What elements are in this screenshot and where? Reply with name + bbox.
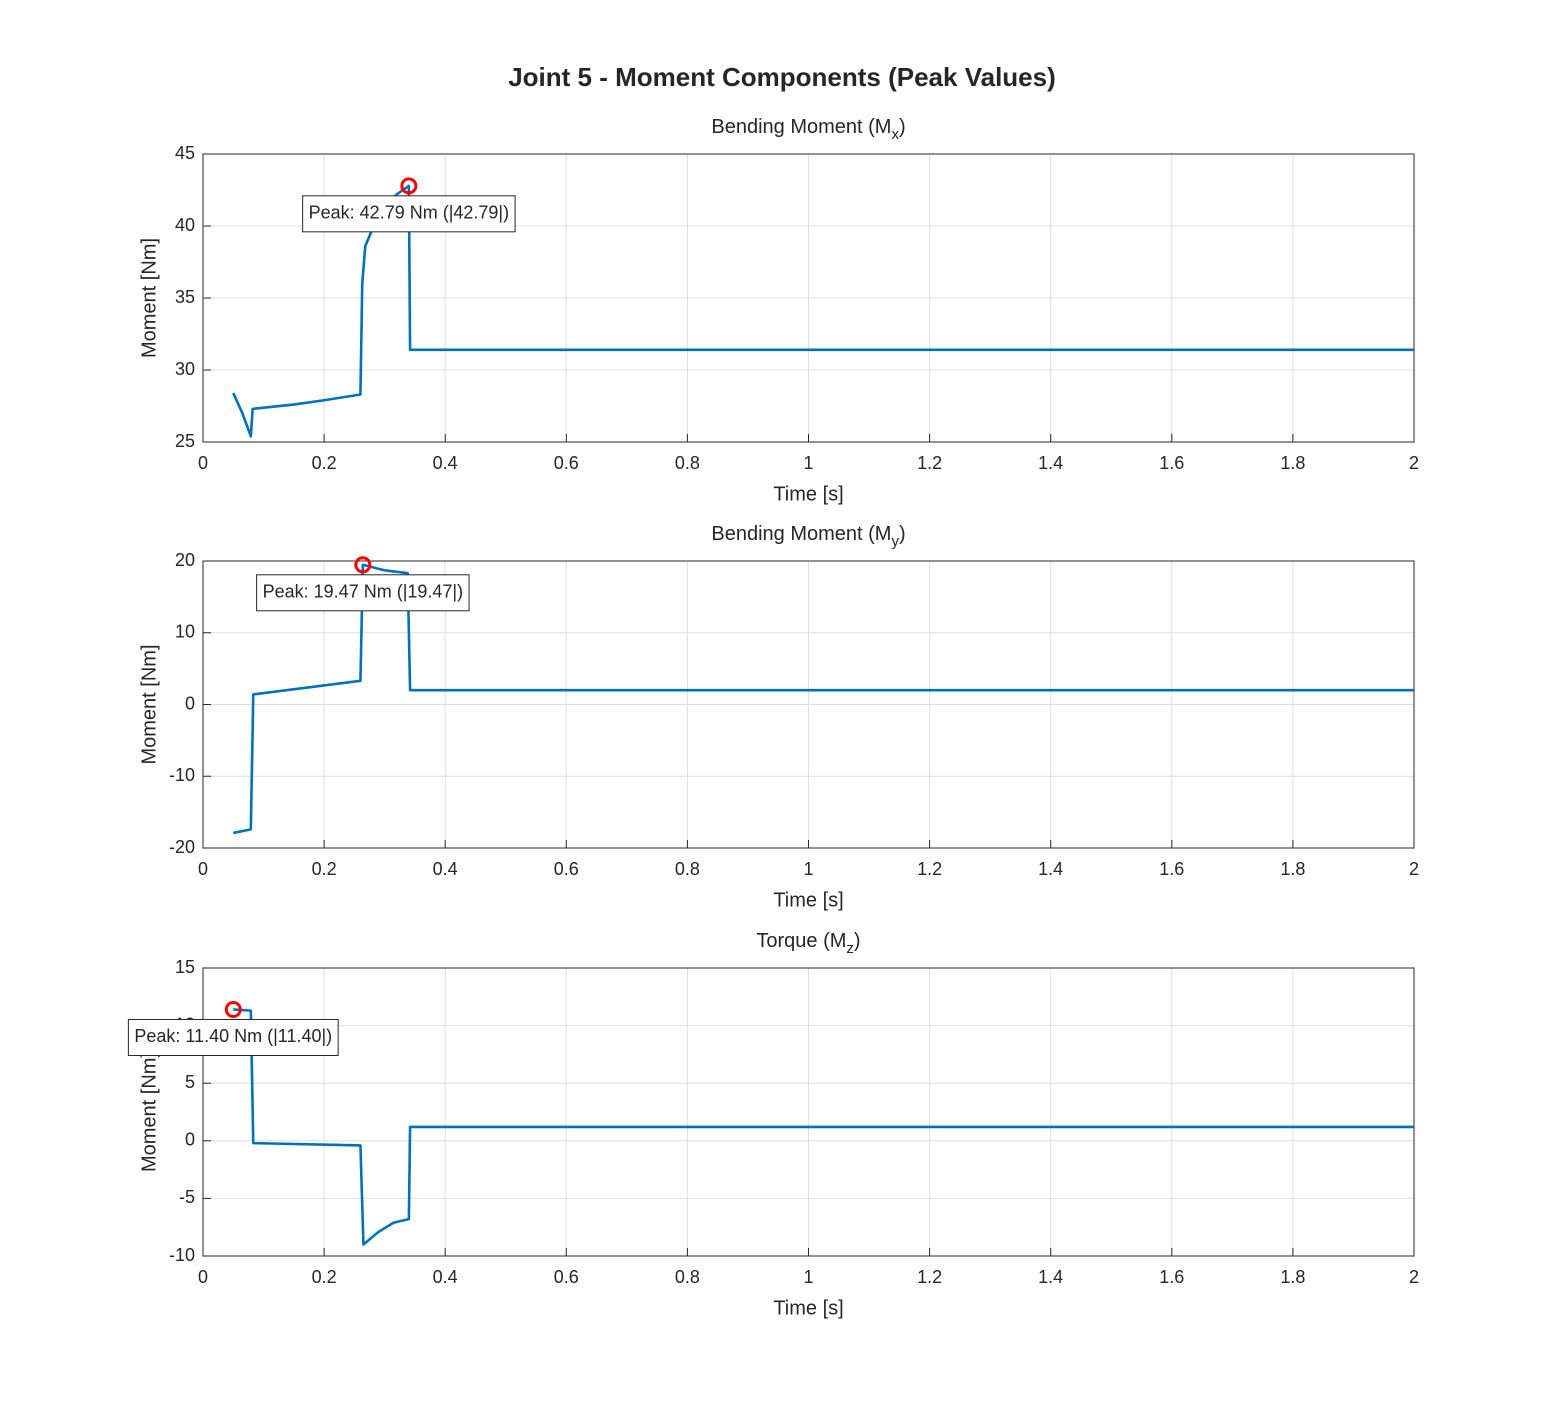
axes-box: [202, 967, 1415, 1257]
x-axis-label: Time [s]: [773, 1297, 843, 1319]
x-tick-label: 1.8: [1280, 859, 1305, 879]
peak-marker: [224, 1000, 242, 1018]
x-tick-label: 0.2: [312, 453, 337, 473]
y-tick-label: 0: [185, 1130, 195, 1150]
y-tick-label: 25: [175, 431, 195, 451]
subplot-title-part: ): [899, 523, 906, 545]
x-tick-label: 0.6: [554, 1267, 579, 1287]
figure-title: Joint 5 - Moment Components (Peak Values…: [508, 62, 1056, 92]
peak-marker: [354, 556, 372, 574]
y-tick-label: 20: [175, 550, 195, 570]
subplot-title: Torque (Mz): [756, 930, 860, 957]
subplot-title-part: Bending Moment (M: [711, 116, 891, 138]
y-axis-label: Moment [Nm]: [138, 1052, 160, 1172]
subplot-title-part: ): [854, 930, 861, 952]
y-axis-label: Moment [Nm]: [138, 238, 160, 358]
x-tick-label: 0.6: [554, 859, 579, 879]
x-tick-label: 1.4: [1038, 453, 1063, 473]
x-tick-label: 1: [803, 1267, 813, 1287]
y-tick-label: -10: [169, 1245, 195, 1265]
x-axis-label: Time [s]: [773, 483, 843, 505]
x-tick-label: 1.6: [1159, 453, 1184, 473]
x-tick-label: 1: [803, 453, 813, 473]
x-tick-label: 0.2: [312, 859, 337, 879]
y-tick-label: -20: [169, 837, 195, 857]
y-tick-label: 40: [175, 215, 195, 235]
peak-annotation: Peak: 11.40 Nm (|11.40|): [134, 1026, 332, 1046]
subplot-title: Bending Moment (My): [711, 523, 905, 550]
peak-annotation-box: [127, 1018, 339, 1056]
peak-annotation-box: [256, 574, 470, 612]
y-tick-label: 5: [185, 1072, 195, 1092]
axes-box: [202, 153, 1415, 443]
x-tick-label: 1: [803, 859, 813, 879]
x-tick-label: 1.4: [1038, 1267, 1063, 1287]
data-line: [233, 1008, 1414, 1246]
x-tick-label: 0.8: [675, 859, 700, 879]
x-tick-label: 0: [198, 1267, 208, 1287]
x-tick-label: 0: [198, 453, 208, 473]
x-axis-label: Time [s]: [773, 889, 843, 911]
subplot-title-part: x: [891, 126, 899, 143]
peak-annotation-box: [302, 195, 516, 233]
x-tick-label: 1.6: [1159, 1267, 1184, 1287]
x-tick-label: 2: [1409, 859, 1419, 879]
subplot-title: Bending Moment (Mx): [711, 116, 905, 143]
x-tick-label: 0.4: [433, 1267, 458, 1287]
y-tick-label: 0: [185, 693, 195, 713]
peak-annotation: Peak: 42.79 Nm (|42.79|): [309, 203, 509, 223]
x-tick-label: 0.4: [433, 859, 458, 879]
y-tick-label: 15: [175, 957, 195, 977]
x-tick-label: 1.2: [917, 859, 942, 879]
y-tick-label: 45: [175, 143, 195, 163]
x-tick-label: 1.4: [1038, 859, 1063, 879]
y-tick-label: 10: [175, 622, 195, 642]
x-tick-label: 0.6: [554, 453, 579, 473]
y-tick-label: 35: [175, 287, 195, 307]
subplot-title-part: y: [891, 533, 899, 550]
subplot-title-part: Bending Moment (M: [711, 523, 891, 545]
subplot-title-part: z: [846, 940, 854, 957]
x-tick-label: 0: [198, 859, 208, 879]
data-line: [232, 184, 1414, 438]
axes-box: [202, 560, 1415, 849]
x-tick-label: 1.8: [1280, 1267, 1305, 1287]
y-tick-label: -10: [169, 765, 195, 785]
x-tick-label: 0.8: [675, 453, 700, 473]
y-tick-label: -5: [179, 1187, 195, 1207]
x-tick-label: 1.2: [917, 453, 942, 473]
subplot-title-part: Torque (M: [756, 930, 846, 952]
x-tick-label: 2: [1409, 453, 1419, 473]
x-tick-label: 1.8: [1280, 453, 1305, 473]
x-tick-label: 0.8: [675, 1267, 700, 1287]
peak-annotation: Peak: 19.47 Nm (|19.47|): [263, 582, 463, 602]
x-tick-label: 1.6: [1159, 859, 1184, 879]
data-line: [233, 563, 1414, 835]
peak-marker: [400, 177, 418, 195]
x-tick-label: 1.2: [917, 1267, 942, 1287]
x-tick-label: 0.2: [312, 1267, 337, 1287]
subplot-title-part: ): [899, 116, 906, 138]
x-tick-label: 2: [1409, 1267, 1419, 1287]
y-axis-label: Moment [Nm]: [138, 644, 160, 764]
x-tick-label: 0.4: [433, 453, 458, 473]
y-tick-label: 30: [175, 359, 195, 379]
